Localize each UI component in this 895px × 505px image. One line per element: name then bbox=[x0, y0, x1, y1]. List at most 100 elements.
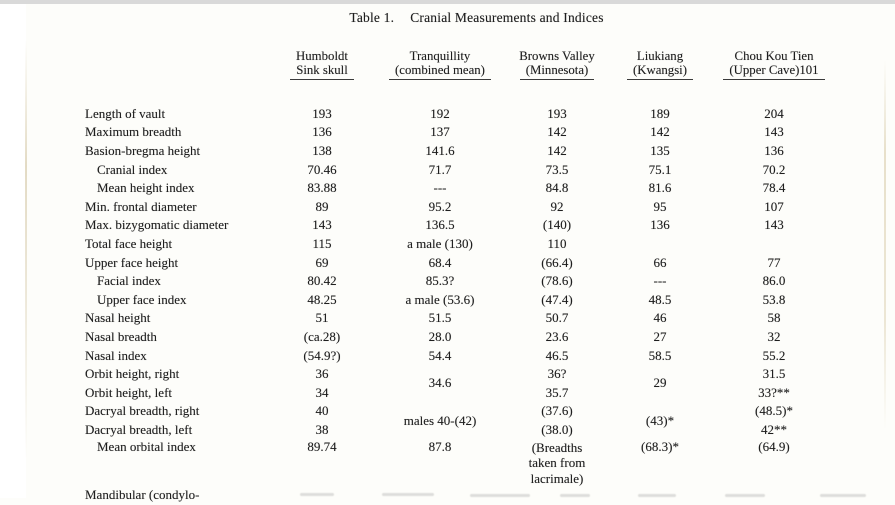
value-cell: 107 bbox=[764, 198, 784, 214]
value-cell: (Breadths taken from lacrimale) bbox=[506, 440, 608, 487]
column-header-line2: (Upper Cave)101 bbox=[723, 63, 825, 80]
table-row: Upper face index 48.25 a male (53.6) (47.4)… bbox=[84, 291, 836, 310]
value-cell: 31.5 bbox=[762, 366, 786, 382]
table-row: Max. bizygomatic diameter 143 136.5 (140) 13… bbox=[84, 217, 836, 236]
value-cell: 36 bbox=[315, 366, 329, 382]
page-title: Table 1. Cranial Measurements and Indices bbox=[0, 10, 895, 26]
value-cell: (68.3)* bbox=[641, 438, 679, 454]
value-cell: 23.6 bbox=[545, 328, 569, 344]
value-cell: 85.3? bbox=[425, 273, 455, 289]
scan-page-edge-left bbox=[25, 40, 27, 460]
column-header-line2: Sink skull bbox=[290, 63, 354, 80]
scan-artifact bbox=[300, 493, 334, 496]
value-cell: 110 bbox=[547, 235, 567, 251]
value-cell: 141.6 bbox=[425, 143, 455, 159]
scan-artifact bbox=[470, 494, 530, 497]
value-cell: 189 bbox=[650, 105, 670, 121]
table-row: Length of vault 193 192 193 189 204 bbox=[84, 105, 836, 124]
value-cell: 193 bbox=[547, 105, 567, 121]
value-cell: 34 bbox=[315, 384, 329, 400]
row-label: Mean orbital index bbox=[97, 438, 196, 454]
value-cell: 142 bbox=[547, 143, 567, 159]
value-cell: 193 bbox=[312, 105, 332, 121]
row-label: Total face height bbox=[85, 235, 173, 251]
value-cell bbox=[608, 235, 712, 254]
table-body: Length of vault 193 192 193 189 204 Maximum br… bbox=[84, 80, 836, 505]
table-row: Cranial index 70.46 71.7 73.5 75.1 70.2 bbox=[84, 161, 836, 180]
scan-top-strip bbox=[0, 0, 895, 4]
row-label: Max. bizygomatic diameter bbox=[85, 217, 229, 233]
value-cell: 142 bbox=[547, 124, 567, 140]
value-cell: --- bbox=[433, 180, 447, 196]
value-cell: 66 bbox=[653, 254, 667, 270]
column-header-humboldt: Humboldt Sink skull bbox=[270, 44, 374, 80]
table-row: Mandibular (condylo- bbox=[84, 486, 836, 505]
scan-artifact bbox=[560, 494, 590, 497]
value-cell: 87.8 bbox=[428, 438, 452, 454]
value-cell: 68.4 bbox=[428, 254, 452, 270]
table-row: Facial index 80.42 85.3? (78.6) --- 86.0 bbox=[84, 272, 836, 291]
value-cell: 143 bbox=[764, 124, 784, 140]
value-cell: 80.42 bbox=[307, 273, 337, 289]
value-cell: 86.0 bbox=[762, 273, 786, 289]
value-cell bbox=[712, 235, 836, 254]
table-row: Basion-bregma height 138 141.6 142 135 136 bbox=[84, 142, 836, 161]
value-cell: males 40-(42) bbox=[403, 412, 477, 428]
row-label: Basion-bregma height bbox=[85, 143, 201, 159]
value-cell: 192 bbox=[430, 105, 450, 121]
column-header-line2: (Minnesota) bbox=[519, 63, 595, 80]
value-cell: 73.5 bbox=[545, 161, 569, 177]
value-cell: 34.6 bbox=[428, 375, 452, 391]
table-caption: Cranial Measurements and Indices bbox=[410, 10, 604, 25]
value-cell: (ca.28) bbox=[303, 328, 341, 344]
value-cell: a male (130) bbox=[407, 235, 473, 251]
table-row: Orbit height, right 36 34.6 36? 29 31.5 bbox=[84, 365, 836, 390]
value-cell: 136.5 bbox=[425, 217, 455, 233]
value-cell: 136 bbox=[764, 143, 784, 159]
value-cell: 38 bbox=[315, 421, 329, 437]
header-empty bbox=[84, 44, 270, 80]
value-cell: 84.8 bbox=[545, 180, 569, 196]
column-header-chou-kou-tien: Chou Kou Tien (Upper Cave)101 bbox=[712, 44, 836, 80]
value-cell: (140) bbox=[542, 217, 572, 233]
row-label: Min. frontal diameter bbox=[85, 198, 197, 214]
value-cell: (47.4) bbox=[541, 291, 573, 307]
table-row: Nasal index (54.9?) 54.4 46.5 58.5 55.2 bbox=[84, 347, 836, 366]
value-cell: (54.9?) bbox=[303, 347, 341, 363]
value-cell: 138 bbox=[312, 143, 332, 159]
value-cell: 36? bbox=[547, 366, 567, 382]
table-row: Total face height 115 a male (130) 110 bbox=[84, 235, 836, 254]
value-cell: 42** bbox=[761, 421, 787, 437]
scan-artifact bbox=[725, 494, 765, 497]
value-cell: 55.2 bbox=[762, 347, 786, 363]
value-cell: 48.5 bbox=[648, 291, 672, 307]
value-cell: 136 bbox=[312, 124, 332, 140]
column-header-line2: (combined mean) bbox=[389, 63, 491, 80]
value-cell: 136 bbox=[650, 217, 670, 233]
value-cell: 48.25 bbox=[307, 291, 337, 307]
value-cell: a male (53.6) bbox=[405, 291, 475, 307]
value-cell: 58.5 bbox=[648, 347, 672, 363]
value-cell: 71.7 bbox=[428, 161, 452, 177]
table-row: Nasal breadth (ca.28) 28.0 23.6 27 32 bbox=[84, 328, 836, 347]
value-cell: 77 bbox=[767, 254, 781, 270]
value-cell: 29 bbox=[653, 375, 667, 391]
row-label: Upper face height bbox=[85, 254, 179, 270]
table-row: Dacryal breadth, left 38 (38.0) 42** bbox=[84, 421, 836, 440]
scan-page-edge-right bbox=[884, 60, 886, 430]
table-row: Orbit height, left 34 35.7 33?** bbox=[84, 384, 836, 403]
table-row: Min. frontal diameter 89 95.2 92 95 107 bbox=[84, 198, 836, 217]
value-cell: 33?** bbox=[758, 384, 790, 400]
column-header-line2: (Kwangsi) bbox=[626, 63, 694, 80]
value-cell: 89 bbox=[315, 198, 329, 214]
value-cell: 81.6 bbox=[648, 180, 672, 196]
value-cell: 51.5 bbox=[428, 310, 452, 326]
row-label: Dacryal breadth, left bbox=[85, 421, 193, 437]
table-row: Upper face height 69 68.4 (66.4) 66 77 bbox=[84, 254, 836, 273]
value-cell: --- bbox=[653, 273, 667, 289]
row-label: Dacryal breadth, right bbox=[85, 403, 200, 419]
value-cell: 95 bbox=[653, 198, 667, 214]
value-cell: (66.4) bbox=[541, 254, 573, 270]
value-cell: 58 bbox=[767, 310, 781, 326]
value-cell: 35.7 bbox=[545, 384, 569, 400]
